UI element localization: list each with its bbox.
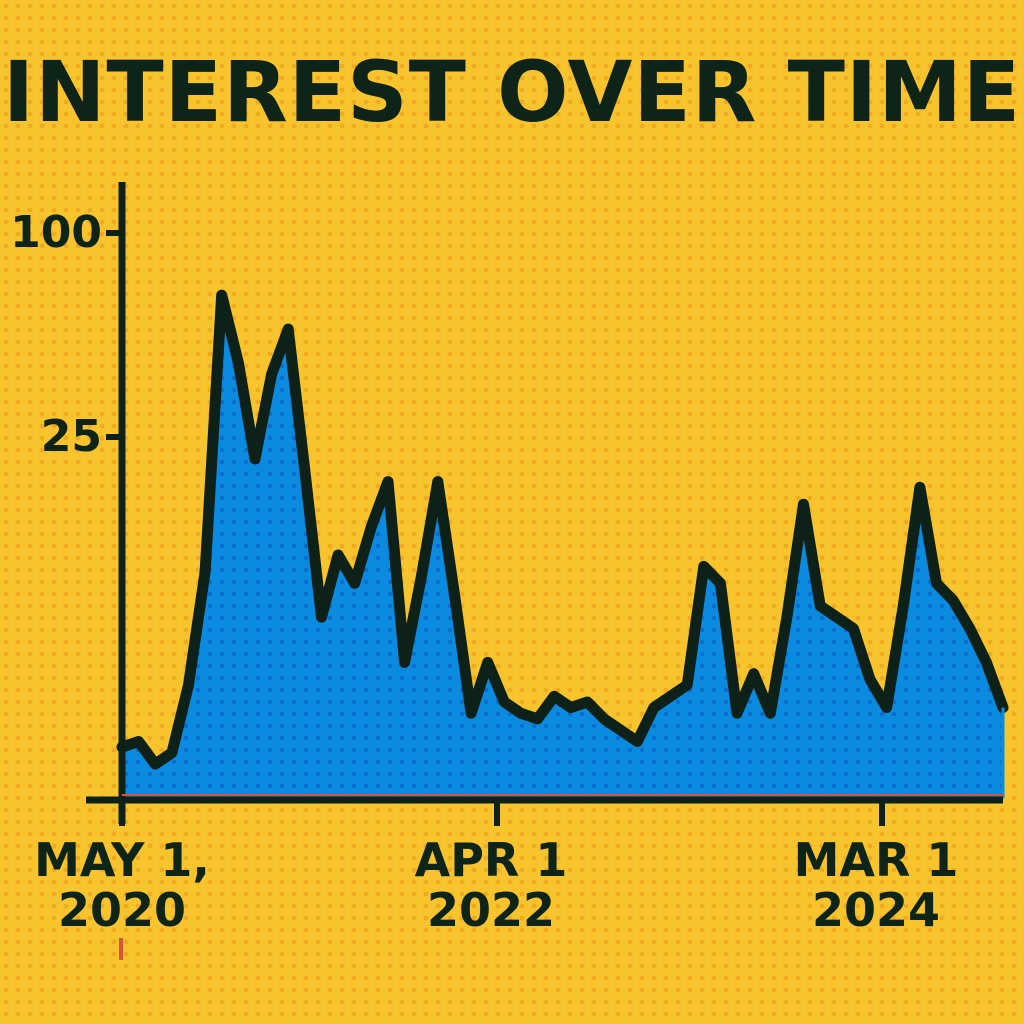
x-tick-label-line1: APR 1: [415, 833, 568, 887]
area-fill: [122, 295, 1003, 798]
chart-title: INTEREST OVER TIME: [2, 43, 1022, 141]
y-tick-label: 25: [41, 411, 102, 462]
series-line: [116, 289, 1009, 770]
x-tick-label-line1: MAY 1,: [34, 833, 210, 887]
x-tick-label-line2: 2020: [58, 883, 186, 937]
x-tick-label-line1: MAR 1: [794, 833, 959, 887]
x-tick-label-line2: 2024: [812, 883, 940, 937]
x-tick-label-line2: 2022: [427, 883, 555, 937]
y-tick-label: 100: [10, 207, 102, 258]
